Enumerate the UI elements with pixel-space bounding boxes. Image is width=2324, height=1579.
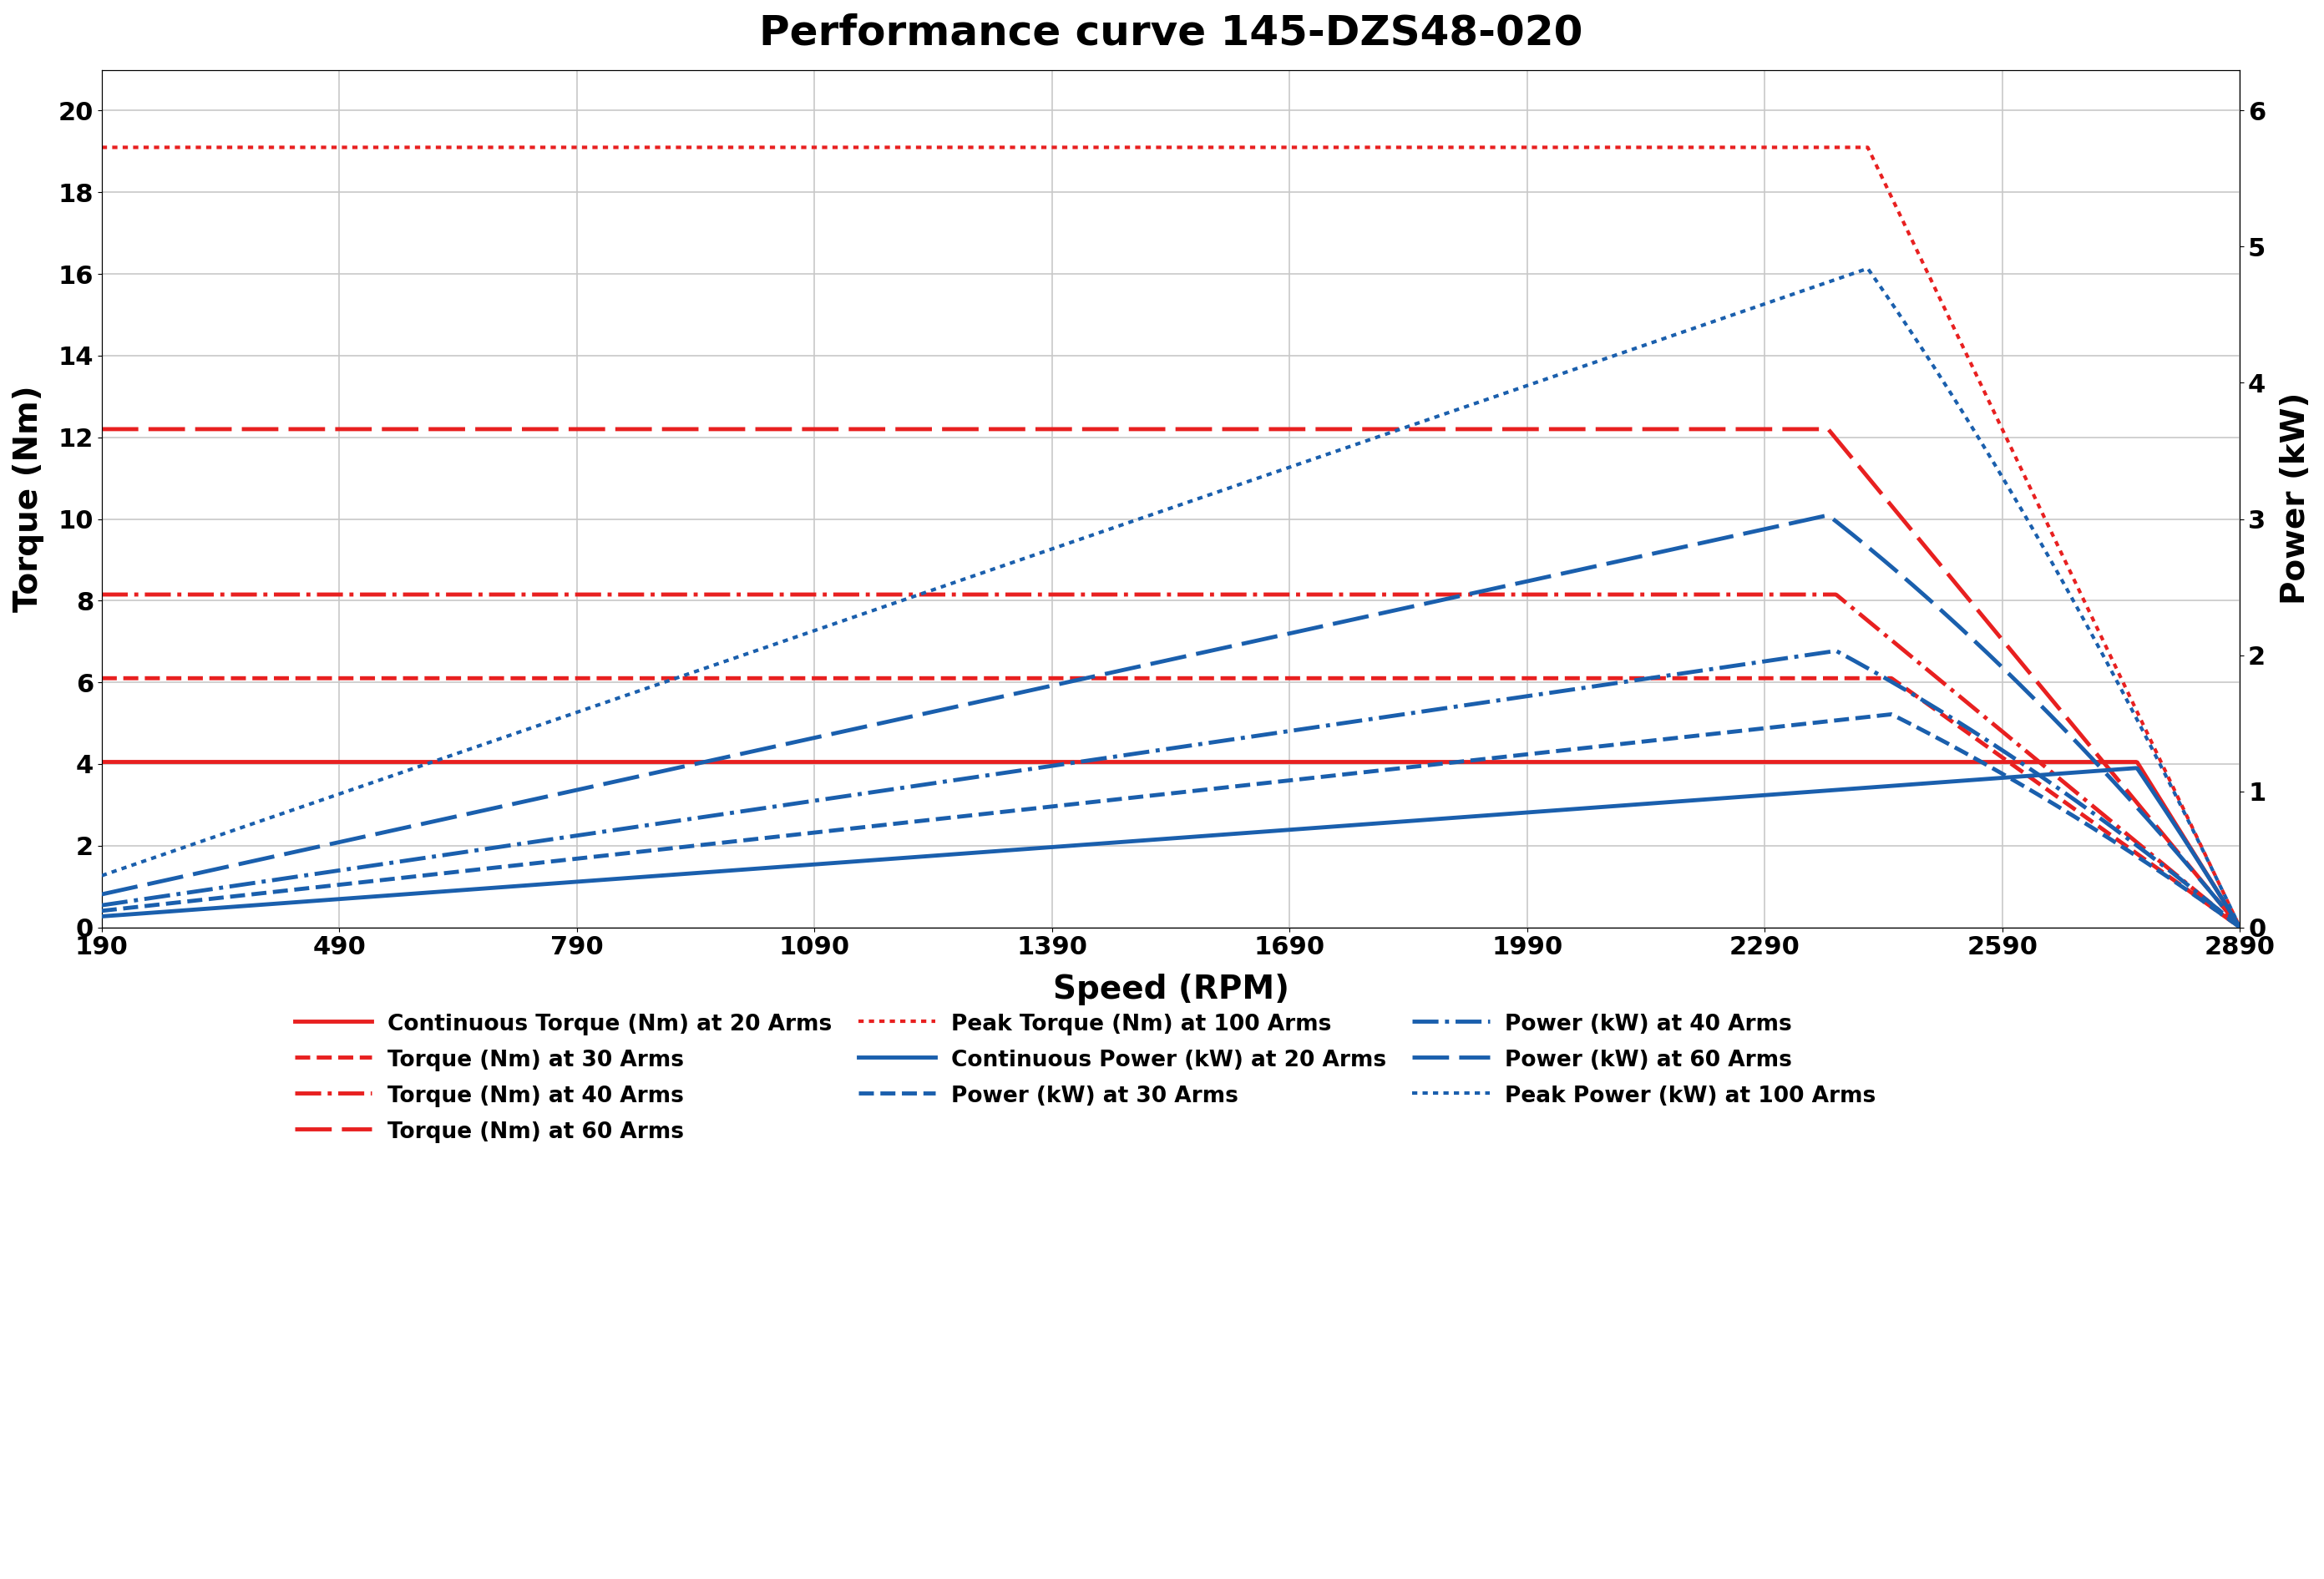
- Title: Performance curve 145-DZS48-020: Performance curve 145-DZS48-020: [760, 13, 1583, 52]
- X-axis label: Speed (RPM): Speed (RPM): [1053, 974, 1290, 1006]
- Y-axis label: Torque (Nm): Torque (Nm): [12, 385, 44, 613]
- Legend: Continuous Torque (Nm) at 20 Arms, Torque (Nm) at 30 Arms, Torque (Nm) at 40 Arm: Continuous Torque (Nm) at 20 Arms, Torqu…: [286, 1003, 1885, 1153]
- Y-axis label: Power (kW): Power (kW): [2280, 392, 2312, 605]
